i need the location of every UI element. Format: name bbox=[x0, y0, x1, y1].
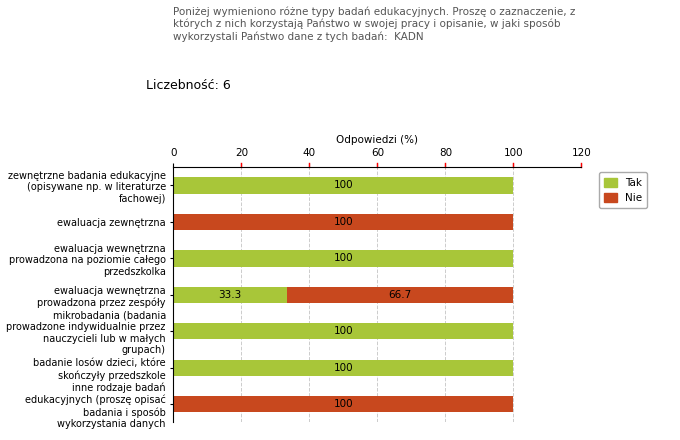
Bar bbox=[173, 286, 287, 303]
X-axis label: Odpowiedzi (%): Odpowiedzi (%) bbox=[337, 135, 418, 145]
Text: Liczebność: 6: Liczebność: 6 bbox=[146, 79, 231, 92]
Text: 100: 100 bbox=[334, 217, 353, 227]
Text: 100: 100 bbox=[334, 399, 353, 409]
Text: 66.7: 66.7 bbox=[388, 290, 411, 300]
Bar bbox=[173, 396, 513, 412]
Bar bbox=[287, 286, 513, 303]
Bar bbox=[173, 250, 513, 267]
Legend: Tak, Nie: Tak, Nie bbox=[599, 172, 647, 209]
Bar bbox=[173, 177, 513, 194]
Text: 100: 100 bbox=[334, 180, 353, 191]
Bar bbox=[173, 359, 513, 376]
Text: 100: 100 bbox=[334, 253, 353, 264]
Text: 100: 100 bbox=[334, 326, 353, 336]
Bar bbox=[173, 323, 513, 340]
Text: 33.3: 33.3 bbox=[218, 290, 241, 300]
Bar bbox=[173, 214, 513, 230]
Text: Poniżej wymieniono różne typy badań edukacyjnych. Proszę o zaznaczenie, z
któryc: Poniżej wymieniono różne typy badań eduk… bbox=[173, 7, 576, 41]
Text: 100: 100 bbox=[334, 363, 353, 373]
